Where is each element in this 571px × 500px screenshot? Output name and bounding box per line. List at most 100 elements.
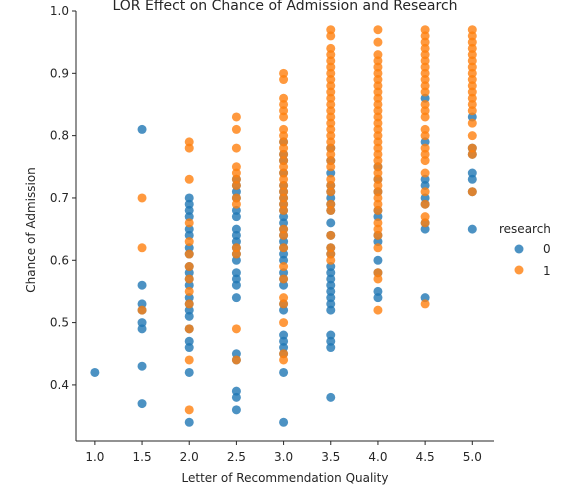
- point-research-1-85: [326, 205, 336, 215]
- point-research-1-22: [231, 180, 241, 190]
- point-research-0-18: [184, 268, 194, 278]
- point-research-1-131: [420, 62, 430, 72]
- point-research-0-15: [184, 243, 194, 253]
- point-research-1-71: [326, 106, 336, 116]
- x-axis-label: Letter of Recommendation Quality: [182, 471, 389, 485]
- point-research-1-8: [184, 249, 194, 259]
- point-research-0-0: [90, 367, 100, 377]
- point-research-0-50: [231, 405, 241, 415]
- point-research-0-3: [137, 299, 147, 309]
- point-research-0-5: [137, 318, 147, 328]
- legend-marker-1: [514, 265, 524, 275]
- point-research-0-42: [231, 268, 241, 278]
- point-research-1-116: [373, 199, 383, 209]
- point-research-1-110: [373, 162, 383, 172]
- point-research-1-127: [420, 37, 430, 47]
- point-research-0-101: [326, 343, 336, 353]
- point-research-1-84: [326, 199, 336, 209]
- point-research-1-159: [467, 81, 477, 91]
- point-research-0-7: [137, 361, 147, 371]
- point-research-1-13: [184, 324, 194, 334]
- point-research-0-67: [279, 255, 289, 265]
- point-research-1-101: [373, 106, 383, 116]
- point-research-0-49: [231, 392, 241, 402]
- point-research-1-99: [373, 93, 383, 103]
- point-research-0-11: [184, 205, 194, 215]
- point-research-0-38: [231, 237, 241, 247]
- point-research-0-127: [467, 174, 477, 184]
- y-tick-label-0: 0.4: [50, 378, 69, 392]
- point-research-1-148: [420, 218, 430, 228]
- point-research-0-26: [184, 336, 194, 346]
- point-research-1-97: [373, 81, 383, 91]
- point-research-0-45: [231, 293, 241, 303]
- point-research-0-21: [184, 293, 194, 303]
- point-research-0-24: [184, 311, 194, 321]
- point-research-1-30: [279, 75, 289, 85]
- point-research-0-32: [231, 187, 241, 197]
- point-research-1-155: [467, 56, 477, 66]
- y-tick-label-1: 0.5: [50, 316, 69, 330]
- point-research-1-121: [373, 243, 383, 253]
- point-research-1-82: [326, 180, 336, 190]
- point-research-1-15: [184, 405, 194, 415]
- point-research-1-93: [373, 56, 383, 66]
- point-research-1-41: [279, 162, 289, 172]
- point-research-1-157: [467, 68, 477, 78]
- point-research-1-77: [326, 143, 336, 153]
- point-research-0-75: [279, 343, 289, 353]
- point-research-1-100: [373, 99, 383, 109]
- point-research-1-90: [373, 25, 383, 35]
- chart-title: LOR Effect on Chance of Admission and Re…: [112, 0, 457, 14]
- point-research-1-47: [279, 199, 289, 209]
- point-research-1-50: [279, 230, 289, 240]
- point-research-1-158: [467, 75, 477, 85]
- point-research-1-17: [231, 124, 241, 134]
- point-research-1-154: [467, 50, 477, 60]
- point-research-1-149: [420, 299, 430, 309]
- point-research-1-16: [231, 112, 241, 122]
- point-research-0-20: [184, 280, 194, 290]
- point-research-0-9: [184, 193, 194, 203]
- point-research-1-53: [279, 274, 289, 284]
- point-research-1-130: [420, 56, 430, 66]
- point-research-1-10: [184, 274, 194, 284]
- point-research-1-76: [326, 137, 336, 147]
- point-research-1-129: [420, 50, 430, 60]
- y-tick-label-4: 0.8: [50, 129, 69, 143]
- point-research-1-135: [420, 87, 430, 97]
- point-research-1-118: [373, 218, 383, 228]
- point-research-1-36: [279, 131, 289, 141]
- x-tick-label-7: 4.5: [416, 450, 435, 464]
- point-research-1-102: [373, 112, 383, 122]
- point-research-0-102: [326, 392, 336, 402]
- point-research-1-37: [279, 137, 289, 147]
- point-research-1-28: [231, 355, 241, 365]
- point-research-1-12: [184, 299, 194, 309]
- point-research-1-123: [373, 274, 383, 284]
- point-research-1-29: [279, 68, 289, 78]
- point-research-1-146: [420, 199, 430, 209]
- point-research-1-60: [326, 31, 336, 41]
- point-research-1-134: [420, 81, 430, 91]
- point-research-1-3: [184, 137, 194, 147]
- point-research-1-39: [279, 149, 289, 159]
- point-research-1-51: [279, 243, 289, 253]
- point-research-0-110: [373, 255, 383, 265]
- point-research-1-95: [373, 68, 383, 78]
- point-research-1-55: [279, 299, 289, 309]
- point-research-0-36: [231, 224, 241, 234]
- point-research-1-81: [326, 174, 336, 184]
- point-research-0-64: [279, 237, 289, 247]
- point-research-0-60: [279, 212, 289, 222]
- point-research-1-66: [326, 75, 336, 85]
- point-research-1-88: [326, 249, 336, 259]
- point-research-0-95: [326, 286, 336, 296]
- point-research-1-133: [420, 75, 430, 85]
- point-research-1-114: [373, 187, 383, 197]
- point-research-1-132: [420, 68, 430, 78]
- point-research-0-34: [231, 205, 241, 215]
- point-research-0-72: [279, 305, 289, 315]
- x-tick-label-6: 4.0: [368, 450, 387, 464]
